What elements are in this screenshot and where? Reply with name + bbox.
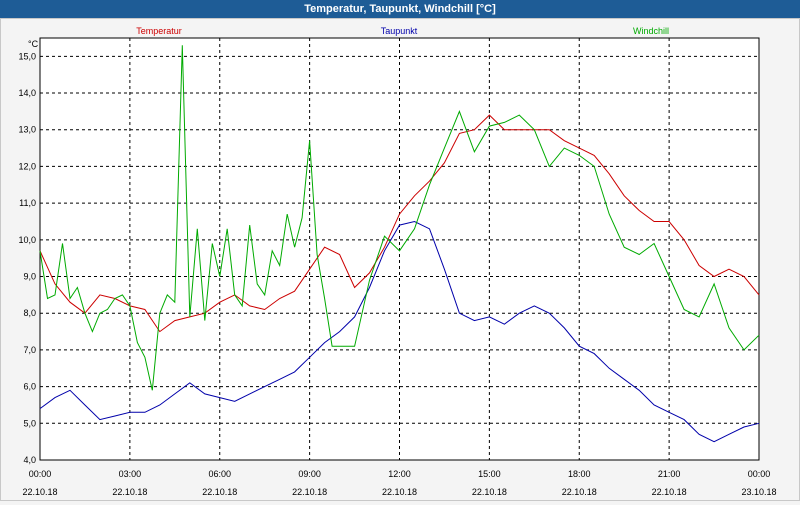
y-tick-label: 5,0 <box>23 418 36 428</box>
y-tick-label: 9,0 <box>23 272 36 282</box>
y-tick-label: 11,0 <box>19 198 36 208</box>
x-tick-time-label: 15:00 <box>478 469 501 479</box>
legend-windchill: Windchill <box>633 26 669 36</box>
x-tick-date-label: 22.10.18 <box>472 487 507 497</box>
x-tick-time-label: 06:00 <box>208 469 231 479</box>
x-tick-time-label: 09:00 <box>298 469 321 479</box>
chart-title: Temperatur, Taupunkt, Windchill [°C] <box>0 0 800 18</box>
x-tick-date-label: 22.10.18 <box>202 487 237 497</box>
y-tick-label: 4,0 <box>23 455 36 465</box>
x-tick-date-label: 23.10.18 <box>741 487 776 497</box>
x-tick-time-label: 18:00 <box>568 469 591 479</box>
x-tick-time-label: 21:00 <box>658 469 681 479</box>
y-tick-label: 8,0 <box>23 308 36 318</box>
windchill-line <box>39 45 760 391</box>
x-tick-date-label: 22.10.18 <box>562 487 597 497</box>
y-tick-label: 15,0 <box>18 51 36 61</box>
y-tick-label: 14,0 <box>18 88 36 98</box>
taupunkt-line <box>39 220 760 443</box>
x-tick-date-label: 22.10.18 <box>292 487 327 497</box>
x-tick-time-label: 12:00 <box>388 469 411 479</box>
x-tick-time-label: 00:00 <box>748 469 771 479</box>
y-tick-label: 10,0 <box>18 235 36 245</box>
plot-border <box>39 37 760 461</box>
legend-taupunkt: Taupunkt <box>381 26 418 36</box>
x-tick-time-label: 00:00 <box>29 469 52 479</box>
legend-temperatur: Temperatur <box>136 26 182 36</box>
x-tick-date-label: 22.10.18 <box>22 487 57 497</box>
y-tick-label: 7,0 <box>23 345 36 355</box>
chart-frame: 4,0 5,0 6,0 7,0 8,0 9,0 10,0 11,0 12,0 13,0 14,0 15… <box>0 18 800 501</box>
chart-svg: 4,0 5,0 6,0 7,0 8,0 9,0 10,0 11,0 12,0 13,0 14,0 15… <box>18 26 776 497</box>
x-tick-date-label: 22.10.18 <box>652 487 687 497</box>
y-tick-label: 13,0 <box>18 125 36 135</box>
y-tick-label: 12,0 <box>18 161 36 171</box>
x-tick-date-label: 22.10.18 <box>382 487 417 497</box>
y-tick-label: 6,0 <box>23 382 36 392</box>
temperatur-line <box>39 114 760 333</box>
x-tick-time-label: 03:00 <box>119 469 142 479</box>
x-tick-date-label: 22.10.18 <box>112 487 147 497</box>
y-axis-label: °C <box>28 39 39 49</box>
